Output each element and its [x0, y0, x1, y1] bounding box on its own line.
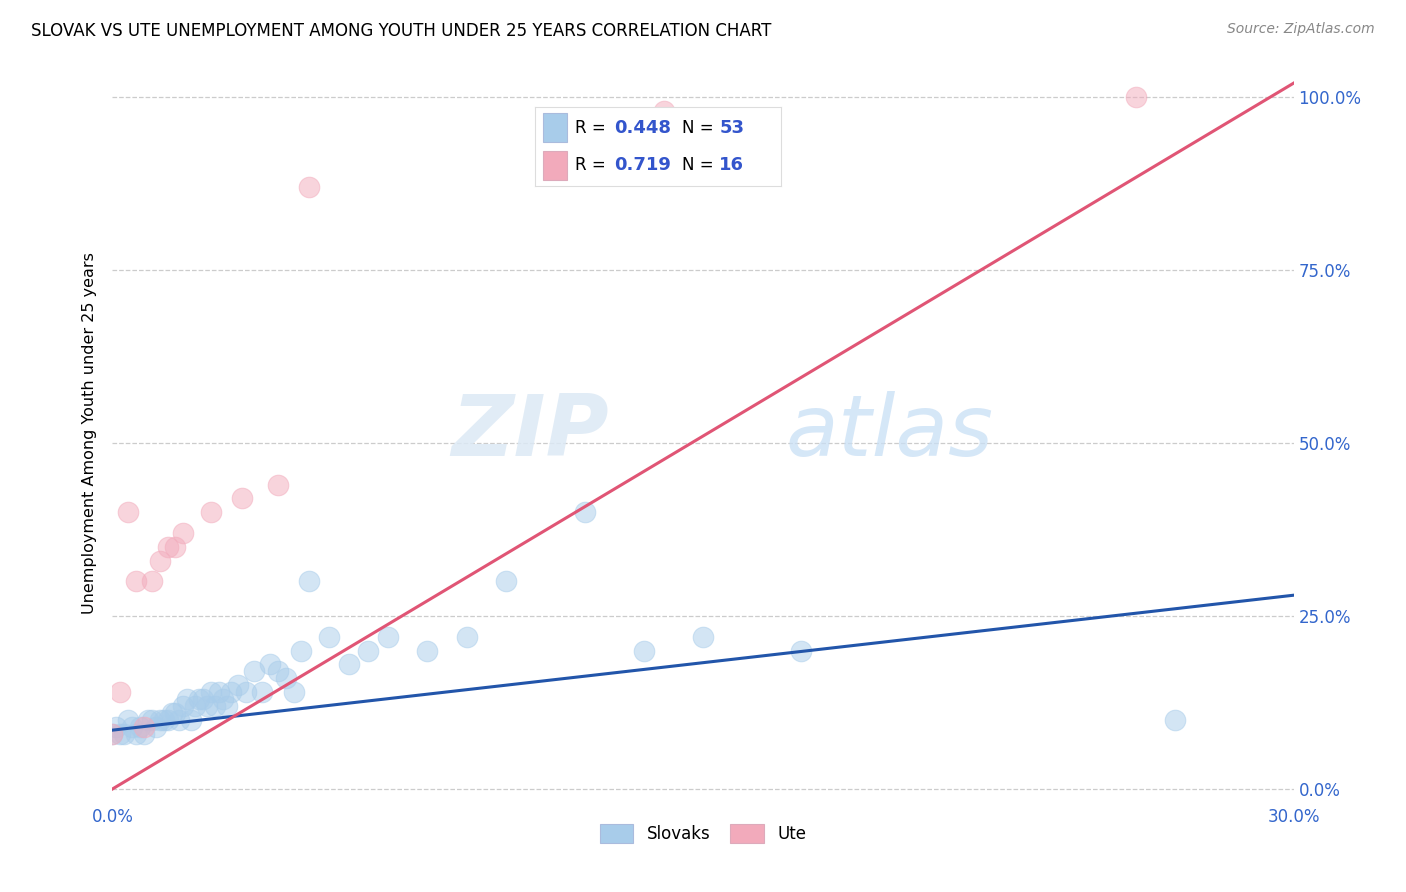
Text: 16: 16 — [720, 156, 744, 175]
Point — [633, 643, 655, 657]
Point — [129, 720, 152, 734]
Point — [250, 685, 273, 699]
Point — [652, 103, 675, 118]
Point — [231, 491, 253, 506]
Point — [574, 505, 596, 519]
Point — [132, 726, 155, 740]
Point — [149, 554, 172, 568]
Point — [195, 698, 218, 713]
Point — [112, 726, 135, 740]
Point — [357, 643, 380, 657]
Point — [141, 713, 163, 727]
Point — [259, 657, 281, 672]
Point — [215, 698, 238, 713]
Point — [211, 692, 233, 706]
Point — [274, 671, 297, 685]
Point — [172, 698, 194, 713]
Point — [290, 643, 312, 657]
Point — [1125, 90, 1147, 104]
Point — [200, 685, 222, 699]
Point — [456, 630, 478, 644]
Point — [298, 574, 321, 589]
Point — [184, 698, 207, 713]
Point — [125, 726, 148, 740]
Point — [165, 706, 187, 720]
Point — [267, 665, 290, 679]
Point — [495, 574, 517, 589]
Text: 53: 53 — [720, 119, 744, 136]
Point — [136, 713, 159, 727]
Text: SLOVAK VS UTE UNEMPLOYMENT AMONG YOUTH UNDER 25 YEARS CORRELATION CHART: SLOVAK VS UTE UNEMPLOYMENT AMONG YOUTH U… — [31, 22, 772, 40]
Point — [117, 505, 139, 519]
Point — [243, 665, 266, 679]
Y-axis label: Unemployment Among Youth under 25 years: Unemployment Among Youth under 25 years — [82, 252, 97, 614]
Point — [1164, 713, 1187, 727]
Text: N =: N = — [682, 119, 714, 136]
Point — [172, 525, 194, 540]
Point — [145, 720, 167, 734]
Point — [191, 692, 214, 706]
Text: N =: N = — [682, 156, 714, 175]
Legend: Slovaks, Ute: Slovaks, Ute — [593, 817, 813, 850]
Text: R =: R = — [575, 156, 606, 175]
Point — [219, 685, 242, 699]
Point — [692, 630, 714, 644]
Point — [283, 685, 305, 699]
Text: 0.448: 0.448 — [614, 119, 671, 136]
Point — [377, 630, 399, 644]
Text: 0.719: 0.719 — [614, 156, 671, 175]
Point — [204, 698, 226, 713]
Point — [228, 678, 250, 692]
Point — [188, 692, 211, 706]
Point — [105, 720, 128, 734]
Text: Source: ZipAtlas.com: Source: ZipAtlas.com — [1227, 22, 1375, 37]
Point — [169, 713, 191, 727]
Point — [200, 505, 222, 519]
Text: atlas: atlas — [786, 391, 994, 475]
Point — [235, 685, 257, 699]
Point — [101, 726, 124, 740]
Point — [416, 643, 439, 657]
Point — [110, 685, 132, 699]
Point — [176, 692, 198, 706]
Point — [132, 720, 155, 734]
Text: ZIP: ZIP — [451, 391, 609, 475]
Point — [318, 630, 340, 644]
Point — [101, 726, 124, 740]
Text: R =: R = — [575, 119, 606, 136]
Point — [208, 685, 231, 699]
Point — [149, 713, 172, 727]
Point — [165, 540, 187, 554]
Point — [160, 706, 183, 720]
Point — [180, 713, 202, 727]
FancyBboxPatch shape — [543, 152, 567, 179]
Point — [125, 574, 148, 589]
Point — [110, 726, 132, 740]
Point — [117, 713, 139, 727]
Point — [156, 713, 179, 727]
Point — [337, 657, 360, 672]
Point — [156, 540, 179, 554]
Point — [267, 477, 290, 491]
Point — [141, 574, 163, 589]
Point — [790, 643, 813, 657]
Point — [298, 180, 321, 194]
Point — [152, 713, 174, 727]
FancyBboxPatch shape — [543, 113, 567, 142]
Point — [121, 720, 143, 734]
